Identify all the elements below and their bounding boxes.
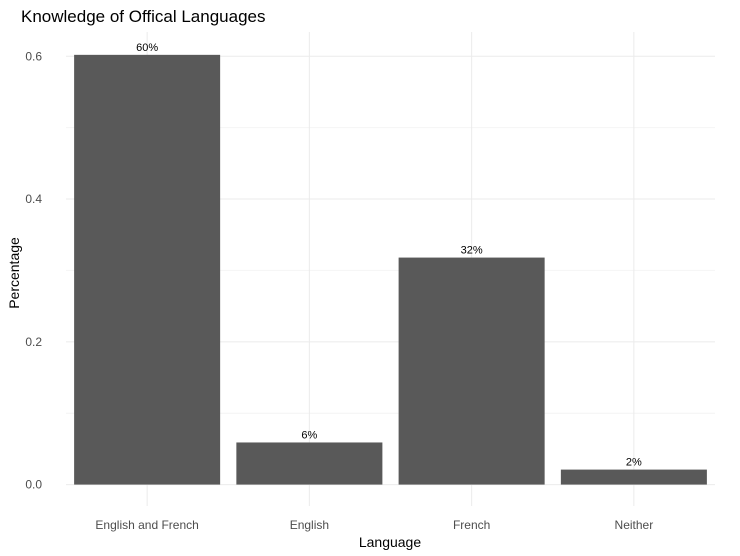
data-labels: 60% 6% 32% 2%: [136, 42, 642, 469]
data-label: 2%: [626, 457, 642, 469]
bar: [560, 469, 707, 485]
data-label: 6%: [301, 429, 317, 441]
x-tick-label: Neither: [615, 518, 654, 532]
y-tick-label: 0.6: [25, 49, 42, 63]
y-tick-label: 0.4: [25, 192, 42, 206]
bar: [74, 54, 221, 485]
x-tick-label: English and French: [95, 518, 198, 532]
y-tick-label: 0.2: [25, 335, 42, 349]
x-tick-label: French: [453, 518, 490, 532]
y-tick-label: 0.0: [25, 478, 42, 492]
bars: [74, 54, 707, 485]
x-tick-label: English: [290, 518, 329, 532]
chart-title: Knowledge of Offical Languages: [21, 7, 265, 26]
bar: [236, 442, 383, 485]
x-axis-title: Language: [359, 534, 422, 550]
data-label: 60%: [136, 42, 158, 54]
y-axis-ticks: 0.0 0.2 0.4 0.6: [25, 49, 42, 491]
data-label: 32%: [461, 245, 483, 257]
bar: [398, 257, 545, 485]
x-axis-ticks: English and French English French Neither: [95, 518, 653, 532]
y-axis-title: Percentage: [6, 237, 22, 309]
